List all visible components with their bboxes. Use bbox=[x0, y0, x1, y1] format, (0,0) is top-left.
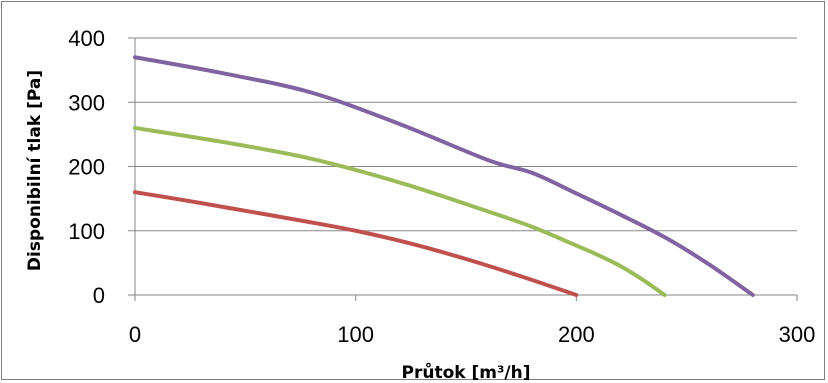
x-tick-label-1: 100 bbox=[337, 322, 374, 347]
x-tick-label-0: 0 bbox=[129, 322, 141, 347]
x-tick-label-2: 200 bbox=[558, 322, 595, 347]
gridlines bbox=[135, 37, 797, 232]
y-axis-title: Disponibilní tlak [Pa] bbox=[25, 70, 45, 271]
x-tick-label-3: 300 bbox=[779, 322, 816, 347]
y-tick-label-2: 200 bbox=[68, 155, 105, 180]
series-line-3 bbox=[133, 55, 755, 297]
series-line-2 bbox=[133, 125, 667, 297]
y-tick-label-1: 100 bbox=[68, 219, 105, 244]
series-line-1 bbox=[133, 190, 579, 297]
y-tick-label-0: 0 bbox=[93, 283, 105, 308]
x-axis-title: Průtok [m³/h] bbox=[402, 361, 531, 383]
tick-labels: 0 100 200 300 400 0 100 200 300 bbox=[68, 26, 815, 347]
y-tick-label-4: 400 bbox=[68, 26, 105, 51]
axes bbox=[128, 37, 798, 301]
y-tick-label-3: 300 bbox=[68, 90, 105, 115]
series-layer bbox=[133, 55, 755, 297]
